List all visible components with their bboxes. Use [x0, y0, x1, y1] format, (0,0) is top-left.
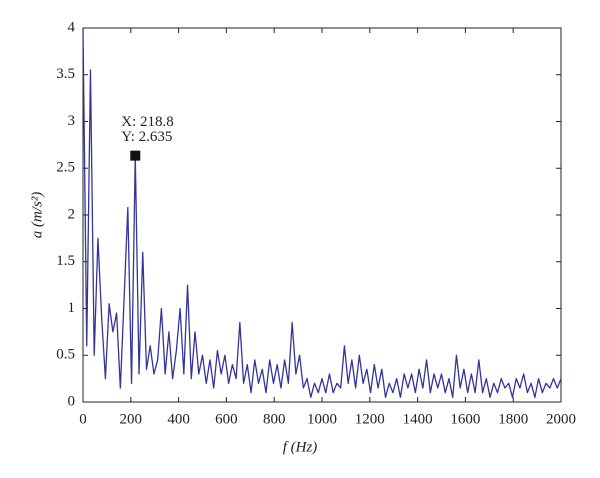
x-axis-label: f (Hz): [283, 439, 318, 455]
x-tick-label: 400: [167, 411, 190, 427]
x-tick-label: 1400: [403, 411, 433, 427]
y-tick-label: 3: [68, 113, 76, 129]
data-tip-text: X: 218.8: [121, 114, 174, 130]
y-tick-label: 4: [68, 19, 76, 35]
y-tick-label: 0: [68, 393, 76, 409]
y-tick-label: 1.5: [56, 253, 75, 269]
spectrum-line: [82, 27, 562, 398]
x-tick-label: 1200: [355, 411, 385, 427]
y-tick-label: 2.5: [56, 160, 75, 176]
x-tick-label: 200: [120, 411, 143, 427]
x-tick-label: 0: [79, 411, 87, 427]
y-axis-label: a (m/s²): [29, 192, 45, 239]
x-tick-label: 1600: [450, 411, 480, 427]
data-tip-text: Y: 2.635: [121, 129, 172, 145]
x-tick-label: 600: [215, 411, 238, 427]
y-tick-label: 2: [68, 206, 76, 222]
x-tick-label: 2000: [546, 411, 576, 427]
y-tick-label: 3.5: [56, 66, 75, 82]
y-tick-label: 1: [68, 300, 76, 316]
y-tick-label: 0.5: [56, 347, 75, 363]
data-tip-marker: [130, 150, 141, 161]
x-tick-label: 1000: [307, 411, 337, 427]
plot-frame: [82, 27, 562, 403]
x-tick-label: 1800: [498, 411, 528, 427]
x-tick-label: 800: [263, 411, 286, 427]
